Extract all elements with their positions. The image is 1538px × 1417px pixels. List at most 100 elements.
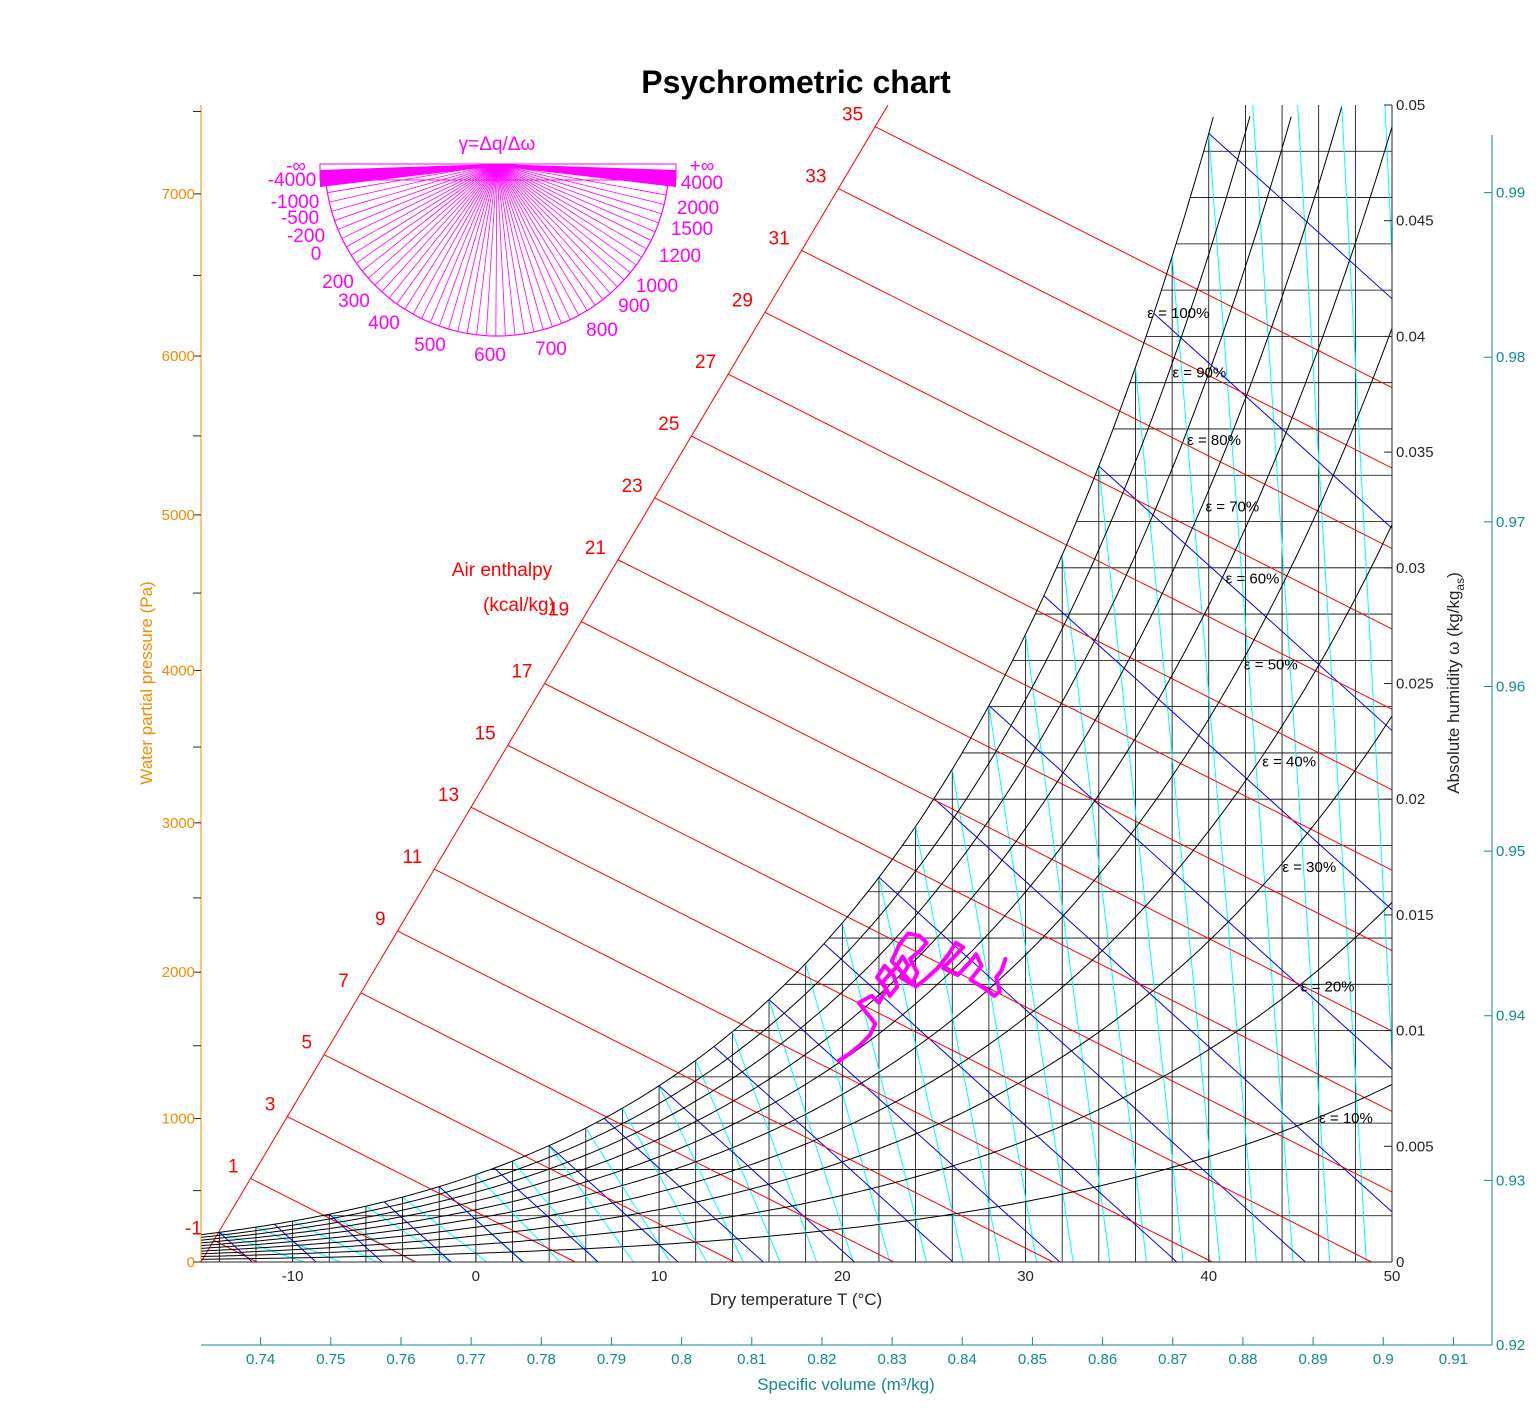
y-right-tick-label: 0.04 <box>1396 328 1425 345</box>
protractor-ray <box>496 163 659 224</box>
protractor-ray <box>412 163 498 315</box>
measurement-line <box>836 931 1008 1063</box>
protractor-ray <box>329 163 498 203</box>
y-right2-tick-label: 0.93 <box>1496 1172 1525 1189</box>
y-right-tick-label: 0.01 <box>1396 1023 1425 1040</box>
y-left-tick-label: 5000 <box>162 507 195 524</box>
specific-volume-tick-label: 0.82 <box>807 1351 836 1368</box>
protractor-ray <box>356 163 498 264</box>
protractor-ray <box>388 163 498 299</box>
protractor-ray <box>496 163 665 205</box>
y-right-tick-label: 0.03 <box>1396 560 1425 577</box>
protractor-label: 2000 <box>677 198 719 219</box>
specific-volume-tick-label: 0.76 <box>386 1351 415 1368</box>
cyan-line <box>841 922 928 1263</box>
rh-curve <box>200 126 1393 1247</box>
x-tick-label: 40 <box>1200 1268 1217 1285</box>
blue-line <box>493 1167 599 1263</box>
cyan-line <box>621 1107 708 1263</box>
protractor-ray <box>496 163 553 327</box>
protractor-ray <box>496 163 625 281</box>
protractor-right-inf: +∞ <box>690 156 715 177</box>
x-tick-label: 20 <box>834 1268 851 1285</box>
rh-label: ε = 70% <box>1205 498 1259 515</box>
rh-label: ε = 100% <box>1147 305 1209 322</box>
protractor-ray <box>496 163 580 316</box>
blue-line <box>713 1046 954 1263</box>
rh-label: ε = 20% <box>1301 979 1355 996</box>
enthalpy-line-label: 13 <box>438 785 459 806</box>
rh-curve <box>200 902 1393 1257</box>
protractor-ray <box>496 163 544 330</box>
rh-curve <box>200 116 1214 1236</box>
rh-curve <box>200 328 1393 1249</box>
protractor-ray <box>496 163 652 241</box>
enthalpy-line <box>801 249 1393 549</box>
cyan-line <box>512 1160 598 1263</box>
cyan-line <box>585 1127 671 1263</box>
protractor-label: 1000 <box>636 276 678 297</box>
protractor-ray <box>496 163 571 320</box>
specific-volume-tick-label: 0.89 <box>1298 1351 1327 1368</box>
protractor-ray <box>421 163 498 319</box>
enthalpy-line <box>654 497 1393 871</box>
enthalpy-line <box>764 311 1393 630</box>
protractor-ray <box>350 163 498 256</box>
protractor-ray <box>496 163 611 294</box>
enthalpy-line <box>250 1178 417 1263</box>
y-right-tick-label: 0.05 <box>1396 97 1425 114</box>
blue-line <box>1043 595 1393 911</box>
enthalpy-line <box>727 373 1393 710</box>
cyan-line <box>1171 256 1257 1263</box>
protractor-ray <box>466 163 498 334</box>
protractor-ray <box>496 163 525 334</box>
protractor-label: 200 <box>322 272 354 293</box>
protractor-ray <box>404 163 498 310</box>
y-right2-tick-label: 0.97 <box>1496 514 1525 531</box>
specific-volume-tick-label: 0.91 <box>1439 1351 1468 1368</box>
y-right-tick-label: 0.035 <box>1396 444 1434 461</box>
protractor-ray <box>341 163 498 239</box>
y-right2-tick-label: 0.98 <box>1496 349 1525 366</box>
specific-volume-tick-label: 0.87 <box>1158 1351 1187 1368</box>
protractor-ray <box>496 163 562 324</box>
protractor-ray <box>496 163 662 215</box>
protractor-ray <box>476 163 498 335</box>
enthalpy-line-label: 7 <box>338 971 349 992</box>
rh-curve <box>200 116 1251 1238</box>
blue-line <box>933 798 1393 1213</box>
blue-line <box>1098 465 1393 731</box>
y-right-tick-label: 0 <box>1396 1254 1404 1271</box>
rh-curve <box>200 1084 1393 1260</box>
protractor-ray <box>496 163 535 333</box>
cyan-line <box>1134 367 1221 1263</box>
enthalpy-line-label: 1 <box>228 1156 239 1177</box>
cyan-line <box>805 963 891 1263</box>
blue-line <box>548 1145 679 1263</box>
specific-volume-tick-label: 0.79 <box>597 1351 626 1368</box>
protractor-label: -4000 <box>268 170 317 191</box>
y-right-axis-label-end: ) <box>1444 572 1463 578</box>
enthalpy-unit: (kcal/kg) <box>483 595 555 616</box>
enthalpy-scale-line <box>200 104 889 1263</box>
cyan-line <box>1252 104 1331 1263</box>
y-left-tick-label: 0 <box>187 1254 195 1271</box>
enthalpy-line-label: 3 <box>265 1095 276 1116</box>
y-right-tick-label: 0.025 <box>1396 676 1434 693</box>
protractor-ray <box>337 163 498 230</box>
specific-volume-tick-label: 0.83 <box>878 1351 907 1368</box>
specific-volume-tick-label: 0.75 <box>316 1351 345 1368</box>
blue-line <box>878 876 1306 1263</box>
rh-label: ε = 50% <box>1244 657 1298 674</box>
y-right-tick-label: 0.045 <box>1396 213 1434 230</box>
cyan-line <box>988 705 1074 1263</box>
enthalpy-line <box>360 992 894 1263</box>
protractor-ray <box>374 163 498 286</box>
rh-curve <box>200 107 1343 1244</box>
specific-volume-tick-label: 0.84 <box>948 1351 977 1368</box>
cyan-line <box>1384 104 1393 255</box>
protractor-ray <box>334 163 498 221</box>
protractor-ray <box>496 163 642 258</box>
enthalpy-line-label: 25 <box>658 414 679 435</box>
